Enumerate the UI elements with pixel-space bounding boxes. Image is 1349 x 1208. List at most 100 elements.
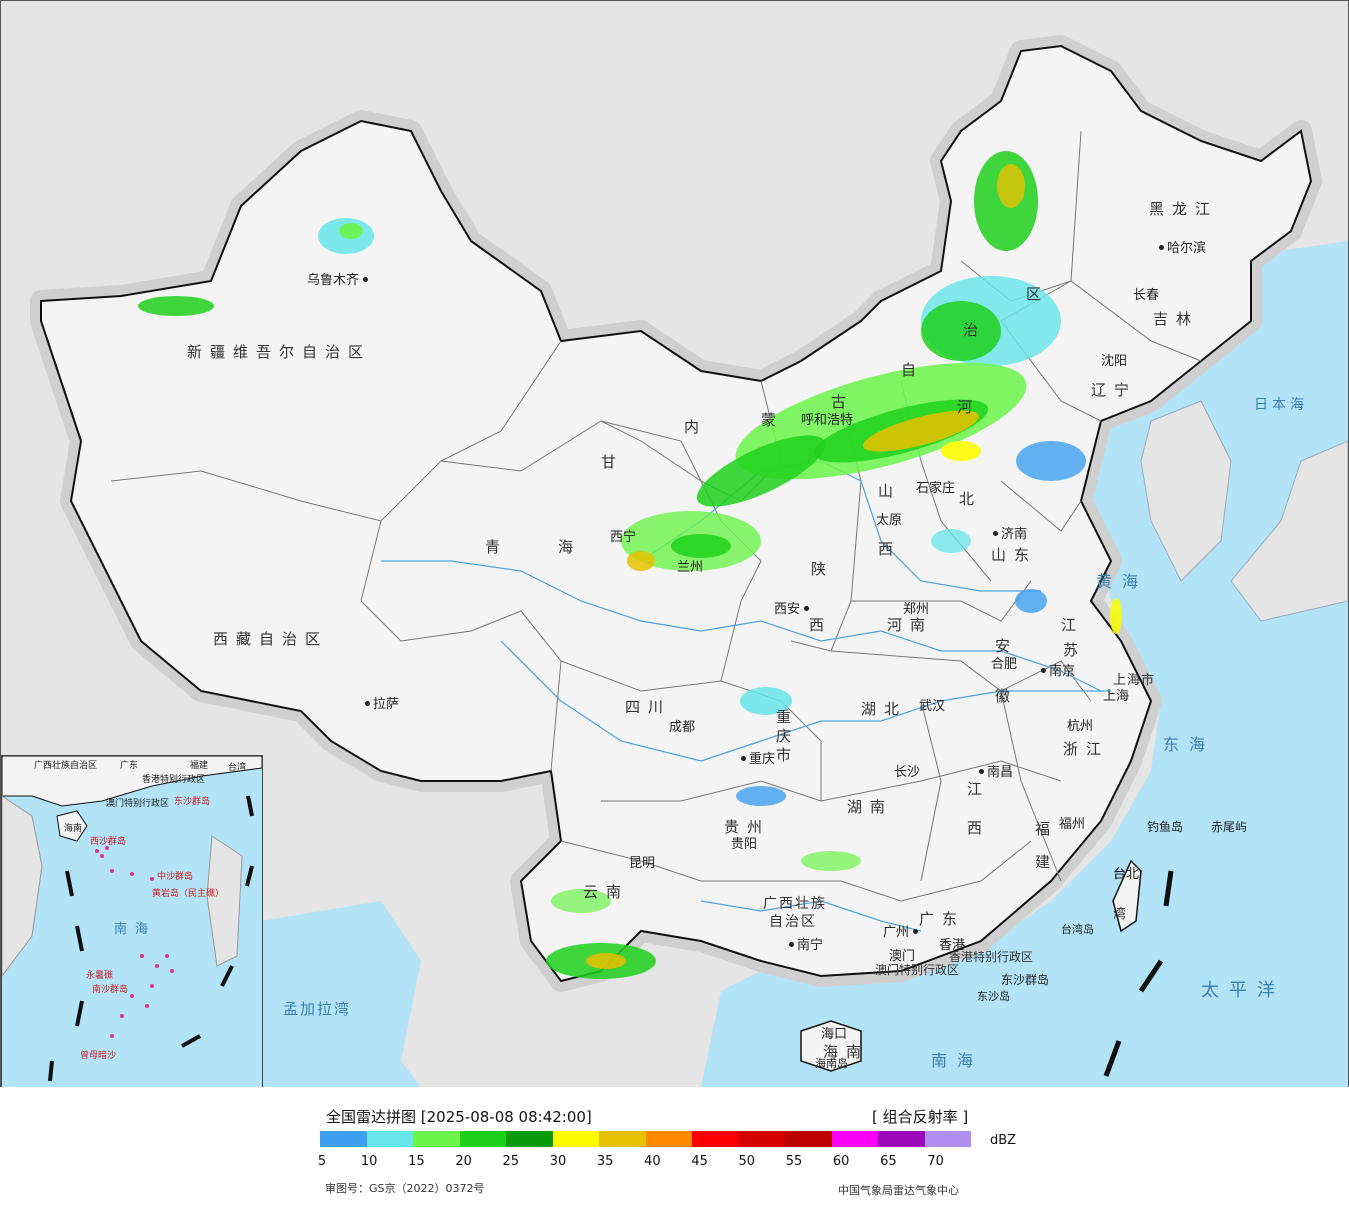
province-shaanxi-b: 西	[809, 616, 833, 634]
province-heilongjiang: 黑龙江	[1149, 200, 1219, 218]
south-china-sea-inset: 广西壮族自治区 广东 福建 台湾 香港特别行政区 澳门特别行政区 海南 东沙群岛…	[1, 755, 263, 1087]
inset-huangyan: 黄岩岛（民主礁）	[152, 889, 225, 899]
city-changsha: 长沙	[894, 765, 921, 780]
province-hunan: 湖南	[847, 798, 894, 816]
radar-echoes	[138, 151, 1122, 979]
province-hebei-b: 北	[959, 490, 983, 508]
inset-fujian: 福建	[190, 761, 209, 771]
color-swatch-55	[785, 1131, 832, 1147]
province-shandong: 山东	[991, 546, 1038, 564]
province-xizang: 西藏自治区	[213, 630, 329, 648]
province-taiwan-b: 湾	[1113, 907, 1127, 922]
source-credit: 中国气象局雷达气象中心	[838, 1184, 959, 1197]
city-urumqi: 乌鲁木齐	[307, 269, 371, 288]
province-chongqing-a: 重	[776, 708, 800, 726]
province-yunnan: 云南	[583, 883, 630, 901]
city-hohhot: 呼和浩特	[801, 413, 854, 428]
tick-label: 65	[880, 1154, 897, 1169]
city-chengdu: 成都	[669, 720, 696, 735]
province-neimeng-f: 区	[1026, 285, 1050, 303]
rivers	[381, 460, 1111, 932]
province-neimeng-b: 蒙	[761, 411, 785, 429]
legend-product: [ 组合反射率 ]	[872, 1108, 969, 1126]
province-neimeng-d: 自	[901, 361, 925, 379]
island-diaoyu: 钓鱼岛	[1147, 820, 1184, 834]
city-changchun: 长春	[1133, 288, 1160, 303]
city-shanghai: 上海	[1103, 689, 1130, 704]
province-gansu: 甘	[601, 453, 625, 471]
color-swatch-25	[506, 1131, 553, 1147]
island-chiwei: 赤尾屿	[1211, 820, 1248, 834]
sea-east: 东海	[1163, 735, 1216, 754]
city-shijiazhuang: 石家庄	[916, 481, 956, 496]
inset-zhongsha: 中沙群岛	[157, 872, 194, 882]
color-swatch-30	[552, 1131, 599, 1147]
city-hefei: 合肥	[991, 657, 1018, 672]
city-nanning: 南宁	[789, 934, 823, 953]
city-kunming: 昆明	[629, 856, 656, 871]
tick-label: 70	[927, 1154, 944, 1169]
tick-label: 45	[691, 1154, 708, 1169]
tick-label: 30	[549, 1154, 567, 1169]
sea-pacific: 太平洋	[1201, 980, 1285, 1001]
map-review-number: 审图号：GS京（2022）0372号	[325, 1182, 485, 1195]
city-zhengzhou: 郑州	[903, 602, 930, 617]
province-fujian-b: 建	[1035, 853, 1059, 871]
province-macau: 澳门特别行政区	[875, 963, 960, 977]
inset-guangdong: 广东	[120, 761, 139, 771]
city-lanzhou: 兰州	[677, 560, 704, 575]
city-hangzhou: 杭州	[1067, 719, 1094, 734]
province-jiangxi-a: 江	[967, 780, 991, 798]
tick-label: 5	[317, 1154, 327, 1169]
city-lhasa: 拉萨	[365, 693, 399, 712]
color-swatch-15	[413, 1131, 460, 1147]
city-harbin: 哈尔滨	[1159, 237, 1206, 256]
tick-label: 25	[502, 1154, 520, 1169]
city-nanchang: 南昌	[979, 761, 1013, 780]
color-swatch-40	[645, 1131, 692, 1147]
province-fujian-a: 福	[1035, 820, 1059, 838]
province-neimeng-c: 古	[831, 393, 855, 411]
maritime-dashes	[1103, 870, 1174, 1077]
province-neimeng-e: 治	[963, 321, 987, 339]
tick-label: 55	[785, 1154, 803, 1169]
city-chongqing: 重庆	[741, 748, 775, 767]
province-zhejiang: 浙江	[1063, 740, 1110, 758]
province-chongqing-c: 市	[776, 746, 800, 764]
sea-japan: 日本海	[1254, 397, 1308, 413]
inset-hainan	[56, 810, 88, 842]
city-taipei: 台北	[1113, 867, 1140, 882]
province-guangxi-b: 自治区	[769, 914, 817, 930]
map-area[interactable]: 新疆维吾尔自治区 西藏自治区 青 海 甘 内 蒙 古 自 治 区 黑龙江 吉林 …	[0, 0, 1349, 1088]
province-neimeng-a: 内	[684, 418, 708, 436]
legend-panel	[0, 1087, 1349, 1208]
city-guangzhou: 广州	[883, 921, 921, 940]
tick-label: 60	[832, 1154, 850, 1169]
island-dongsha-qundao: 东沙群岛	[1001, 973, 1050, 987]
province-jiangsu-b: 苏	[1063, 641, 1087, 659]
province-shanxi-a: 山	[878, 482, 902, 500]
color-swatch-65	[878, 1131, 925, 1147]
japan-land	[1230, 440, 1348, 622]
tick-label: 20	[455, 1154, 472, 1169]
inset-south-sea: 南海	[114, 922, 157, 937]
legend-title: 全国雷达拼图 [2025-08-08 08:42:00]	[326, 1108, 592, 1126]
radar-map-canvas	[1, 35, 1348, 1087]
sea-bay-of-bengal: 孟加拉湾	[283, 1000, 352, 1018]
province-sichuan: 四川	[625, 698, 672, 716]
inset-canvas	[2, 756, 262, 1082]
inset-zengmu: 曾母暗沙	[80, 1051, 117, 1061]
province-guangdong: 广东	[919, 910, 966, 928]
city-xian: 西安	[774, 598, 812, 617]
city-taiyuan: 太原	[876, 513, 903, 528]
city-jinan: 济南	[993, 523, 1027, 542]
city-guiyang: 贵阳	[731, 837, 758, 852]
province-jiangxi-b: 西	[967, 819, 991, 837]
inset-vietnam	[2, 795, 43, 977]
inset-nine-dash-line	[48, 795, 254, 1082]
province-xinjiang: 新疆维吾尔自治区	[187, 343, 372, 361]
inset-nansha: 南沙群岛	[92, 985, 129, 995]
province-hebei-a: 河	[957, 398, 981, 416]
province-guizhou: 贵州	[724, 818, 771, 836]
tick-label: 10	[360, 1154, 378, 1169]
